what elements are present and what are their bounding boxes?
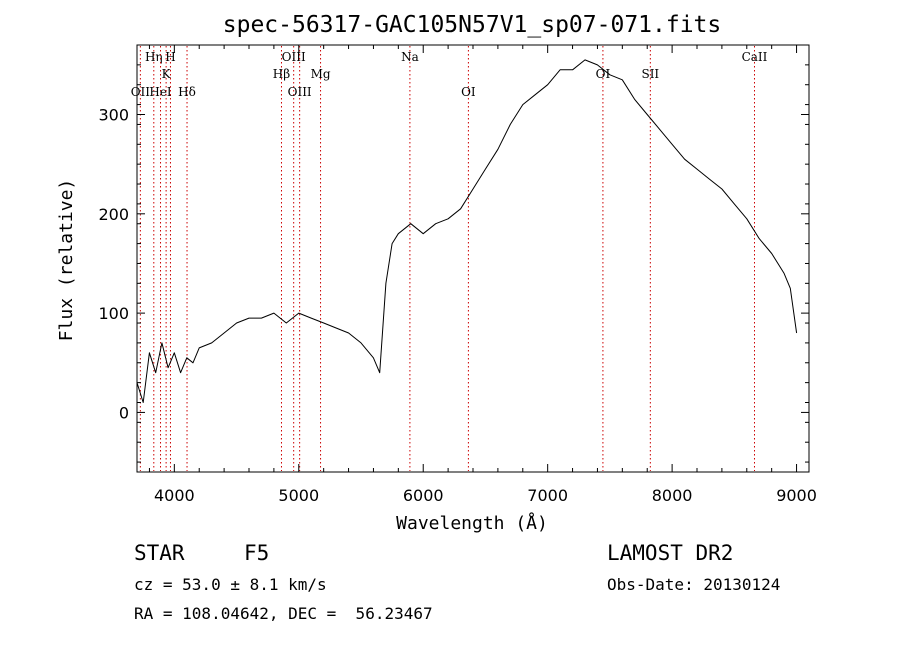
y-tick-label: 100 xyxy=(98,304,129,323)
spectral-line-label: CaII xyxy=(742,50,768,64)
survey-name: LAMOST DR2 xyxy=(607,541,734,565)
y-tick-label: 0 xyxy=(119,403,129,422)
spectral-line-label: Hδ xyxy=(178,85,196,99)
spectral-line-label: OI xyxy=(596,67,611,81)
spectral-line-label: HeI xyxy=(149,85,172,99)
x-axis-label: Wavelength (Å) xyxy=(396,512,548,534)
spectral-line-label: OIII xyxy=(282,50,306,64)
x-tick-label: 5000 xyxy=(278,486,319,505)
chart-title: spec-56317-GAC105N57V1_sp07-071.fits xyxy=(223,12,722,38)
plot-frame xyxy=(136,44,810,473)
spectral-line-label: OIII xyxy=(288,85,312,99)
object-subclass: F5 xyxy=(244,541,270,565)
spectral-line-label: OII xyxy=(131,85,151,99)
spectrum-series-line xyxy=(136,59,798,403)
observation-date: Obs-Date: 20130124 xyxy=(607,575,781,594)
x-tick-label: 8000 xyxy=(652,486,693,505)
x-tick-label: 6000 xyxy=(403,486,444,505)
series-layer xyxy=(136,59,798,403)
spectral-line-label: Na xyxy=(401,50,419,64)
x-tick-label: 4000 xyxy=(154,486,195,505)
y-tick-label: 200 xyxy=(98,205,129,224)
spectral-line-label: Hη xyxy=(145,50,163,64)
y-axis-label: Flux (relative) xyxy=(56,179,77,342)
spectral-line-label: Hβ xyxy=(273,67,290,81)
coordinates-readout: RA = 108.04642, DEC = 56.23467 xyxy=(134,604,433,623)
y-tick-label: 300 xyxy=(98,106,129,125)
object-class: STAR xyxy=(134,541,185,565)
axes-layer: 4000 5000 6000 7000 8000 9000 0 100 200 300 xyxy=(98,45,817,505)
spectral-line-label: K xyxy=(162,67,172,81)
spectral-line-markers: Hη OII HeI KH Hδ Hβ OIII OIII Mg Na OI OI SII CaII xyxy=(131,46,768,471)
spectral-line-label: OI xyxy=(461,85,476,99)
spectral-line-label: H xyxy=(165,50,175,64)
x-tick-label: 7000 xyxy=(527,486,568,505)
spectral-line-label: SII xyxy=(641,67,659,81)
x-tick-label: 9000 xyxy=(776,486,817,505)
spectral-line-label: Mg xyxy=(311,67,331,81)
redshift-readout: cz = 53.0 ± 8.1 km/s xyxy=(134,575,327,594)
